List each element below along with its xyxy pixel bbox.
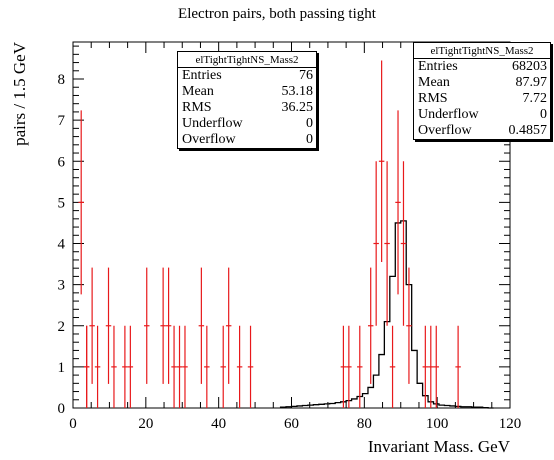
stats-row-underflow: Underflow 0 [418, 107, 547, 122]
error-point [204, 325, 210, 408]
error-point [247, 325, 254, 408]
error-point [384, 161, 390, 326]
stats-row-mean: Mean 53.18 [182, 84, 313, 99]
stats-row-underflow: Underflow 0 [182, 116, 313, 131]
stats-row-entries: Entries 76 [182, 68, 313, 83]
step-histogram-line [279, 220, 494, 409]
error-point [160, 267, 166, 384]
error-point [455, 325, 461, 408]
error-point [111, 325, 117, 408]
x-tick-label: 120 [499, 416, 522, 432]
error-point [400, 161, 407, 326]
stats-row-rms: RMS 36.25 [182, 100, 313, 115]
error-point [127, 325, 134, 408]
error-point [373, 161, 379, 326]
y-tick-label: 1 [58, 360, 66, 376]
error-point [433, 325, 439, 408]
stats-row-overflow: Overflow 0 [182, 132, 313, 147]
error-point [346, 325, 352, 408]
y-tick-label: 6 [58, 154, 66, 170]
y-axis-label: pairs / 1.5 GeV [10, 41, 29, 146]
x-tick-label: 60 [284, 416, 299, 432]
y-tick-label: 3 [58, 278, 66, 294]
x-tick-label: 40 [211, 416, 226, 432]
stats-box-red: elTightTightNS_Mass2 Entries 76 Mean 53.18… [177, 51, 317, 149]
stats-box-title: elTightTightNS_Mass2 [414, 43, 550, 59]
error-point [389, 325, 396, 408]
error-point [171, 325, 177, 408]
y-tick-label: 2 [58, 319, 66, 335]
stats-row-mean: Mean 87.97 [418, 75, 547, 90]
error-point [378, 60, 385, 262]
error-point [89, 267, 95, 384]
error-point [395, 110, 401, 295]
y-tick-label: 8 [58, 72, 66, 88]
stats-row-overflow: Overflow 0.4857 [418, 123, 547, 138]
x-tick-label: 80 [357, 416, 372, 432]
error-point [406, 267, 412, 384]
error-point [105, 267, 112, 384]
error-point [94, 325, 101, 408]
error-point [422, 325, 429, 408]
error-point [340, 325, 347, 408]
y-tick-label: 5 [58, 195, 66, 211]
error-point [165, 267, 172, 384]
error-point [236, 325, 243, 408]
stats-row-rms: RMS 7.72 [418, 91, 547, 106]
x-tick-label: 0 [69, 416, 77, 432]
x-axis-label: Invariant Mass. GeV [368, 437, 511, 456]
error-point [144, 267, 150, 384]
error-point [176, 325, 183, 408]
error-point [78, 110, 84, 295]
x-tick-label: 100 [426, 416, 449, 432]
error-point [198, 267, 205, 384]
y-tick-label: 4 [58, 237, 66, 253]
error-point [367, 267, 374, 384]
stats-box-title: elTightTightNS_Mass2 [178, 52, 316, 68]
x-tick-label: 20 [138, 416, 153, 432]
error-point [220, 325, 226, 408]
y-tick-label: 7 [58, 113, 66, 129]
error-point [357, 325, 363, 408]
stats-box-black: elTightTightNS_Mass2 Entries 68203 Mean 87… [413, 42, 551, 140]
chart-title: Electron pairs, both passing tight [178, 6, 376, 22]
error-point [182, 325, 188, 408]
error-point [428, 325, 434, 408]
y-tick-label: 0 [58, 401, 66, 417]
error-point [225, 267, 232, 384]
error-point [122, 325, 128, 408]
error-point [83, 325, 90, 408]
stats-row-entries: Entries 68203 [418, 59, 547, 74]
